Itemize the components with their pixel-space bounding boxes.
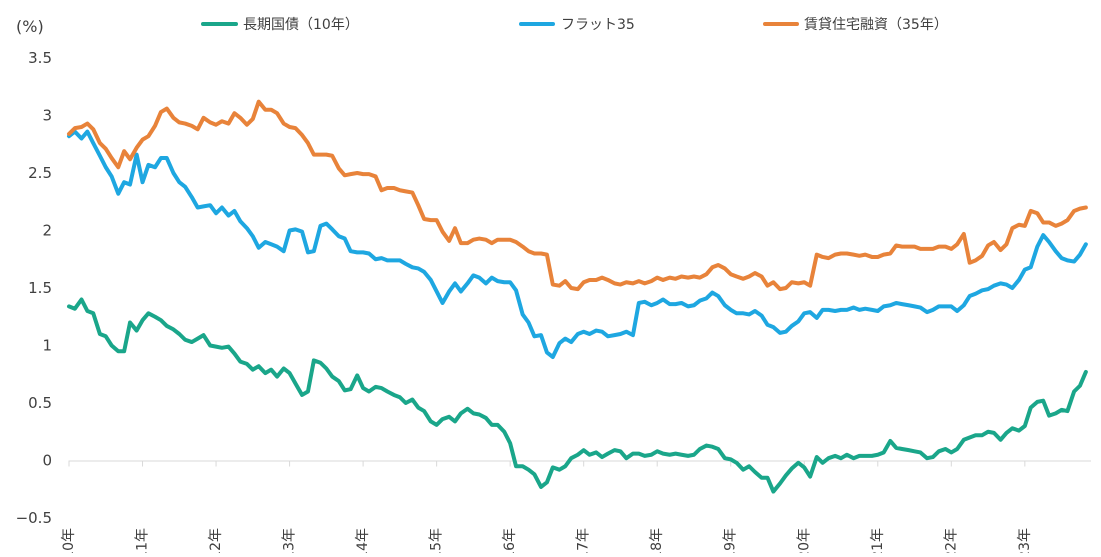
y-tick-label: 2 [42, 222, 52, 240]
x-tick-label: 2020年 [796, 528, 812, 553]
x-tick-label: 2019年 [723, 528, 739, 553]
x-tick-label: 2016年 [502, 528, 518, 553]
series-jgb-10y-line [67, 297, 1088, 494]
legend-item-flat35: フラット35 [519, 17, 635, 33]
x-tick-label: 2013年 [282, 528, 298, 553]
legend-label-flat35: フラット35 [561, 17, 635, 33]
x-tick-label: 2018年 [649, 528, 665, 553]
x-tick-label: 2012年 [208, 528, 224, 553]
legend-label-rental-35y: 賃貸住宅融資（35年） [804, 17, 948, 33]
x-tick-label: 2017年 [576, 528, 592, 553]
x-tick-label: 2021年 [870, 528, 886, 553]
y-tick-label: 0 [42, 452, 52, 470]
x-axis: 2010年 2011年 2012年 2013年 2014年 2015年 2016年 2017年… [61, 460, 1033, 557]
y-tick-label: 0.5 [28, 394, 52, 412]
y-tick-label: 1.5 [28, 279, 52, 297]
x-tick-label: 2015年 [429, 528, 445, 553]
y-tick-label: 3.5 [28, 49, 52, 67]
x-tick-label: 2014年 [355, 528, 371, 553]
series-flat35-line [67, 129, 1088, 359]
legend-item-jgb-10y: 長期国債（10年） [201, 17, 359, 33]
y-axis: 3.5 3 2.5 2 1.5 1 0.5 0 −0.5 [16, 49, 52, 527]
y-tick-label: 1 [42, 337, 52, 355]
y-axis-unit-label: (%) [16, 17, 44, 36]
y-tick-label: 2.5 [28, 164, 52, 182]
legend-item-rental-35y: 賃貸住宅融資（35年） [763, 17, 948, 33]
y-tick-label: 3 [42, 107, 52, 125]
x-tick-label: 2022年 [943, 528, 959, 553]
legend-label-jgb-10y: 長期国債（10年） [243, 17, 359, 33]
plot-lines [67, 99, 1088, 494]
y-tick-label: −0.5 [16, 509, 52, 527]
legend: 長期国債（10年） フラット35 賃貸住宅融資（35年） [201, 17, 948, 33]
series-rental-35y-line [67, 99, 1088, 292]
x-tick-label: 2010年 [61, 528, 77, 553]
x-tick-label: 2011年 [135, 528, 151, 553]
x-tick-label: 2023年 [1017, 528, 1033, 553]
